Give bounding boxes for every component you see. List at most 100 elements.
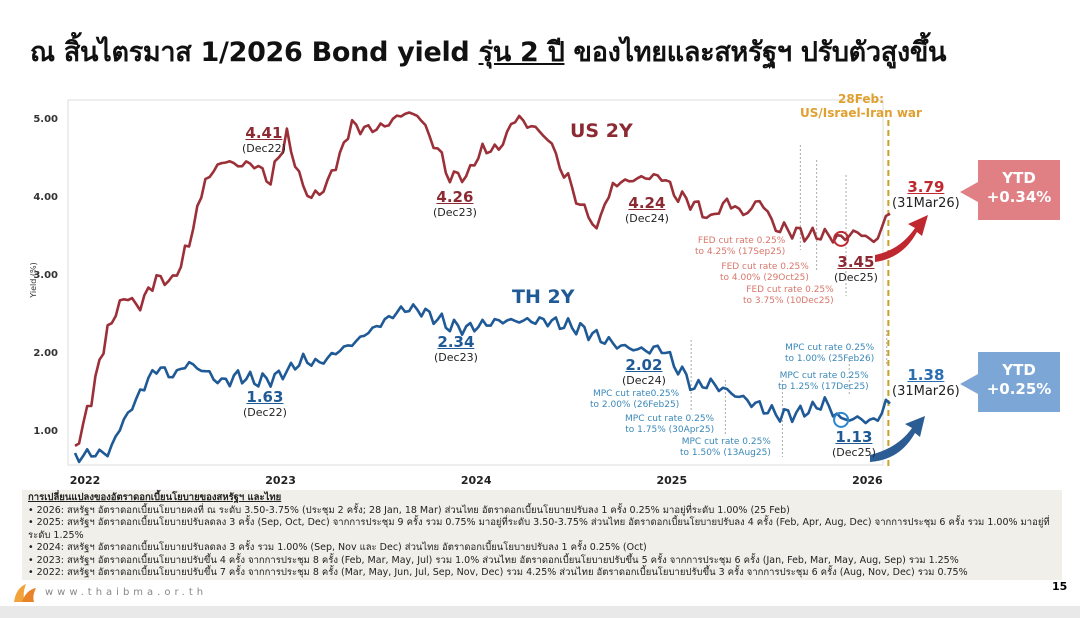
us-2y-line — [74, 111, 891, 448]
th-label-dec24: 2.02 (Dec24) — [622, 356, 666, 387]
mpc-note-feb26: MPC cut rate 0.25% to 1.00% (25Feb26) — [785, 343, 874, 365]
note-item: • 2026: สหรัฐฯ อัตราดอกเบี้ยนโยบายคงที่ … — [28, 504, 790, 516]
fed-note-oct25: FED cut rate 0.25% to 4.00% (29Oct25) — [720, 262, 809, 284]
fed-line: FED cut rate 0.25% — [697, 236, 786, 246]
x-tick-label: 2025 — [656, 474, 687, 487]
note-item: • 2023: สหรัฐฯ อัตราดอกเบี้ยนโยบายปรับขึ… — [28, 554, 959, 566]
date: (Dec25) — [834, 271, 878, 284]
ytd-label: YTD — [1002, 361, 1036, 379]
th-series-label: TH 2Y — [512, 286, 575, 308]
th-label-dec22: 1.63 (Dec22) — [243, 388, 287, 419]
ytd-us-callout-shape — [960, 160, 1060, 220]
mpc-note-dec25: MPC cut rate 0.25% to 1.25% (17Dec25) — [778, 371, 869, 393]
war-annotation: 28Feb: US/Israel-Iran war — [800, 92, 922, 120]
page-title: ณ สิ้นไตรมาส 1/2026 Bond yield รุ่น 2 ปี… — [30, 30, 946, 73]
policy-rate-notes: การเปลี่ยนแปลงของอัตราดอกเบี้ยนโยบายของส… — [22, 490, 1062, 580]
mpc-line: to 1.50% (13Aug25) — [680, 448, 771, 458]
note-item: • 2025: สหรัฐฯ อัตราดอกเบี้ยนโยบายปรับลด… — [28, 517, 1050, 541]
mpc-line: to 1.75% (30Apr25) — [625, 425, 715, 435]
fed-note-dec25: FED cut rate 0.25% to 3.75% (10Dec25) — [743, 285, 834, 307]
x-tick-label: 2023 — [265, 474, 296, 487]
mpc-line: MPC cut rate0.25% — [592, 389, 680, 399]
th-up-arrow-icon — [870, 416, 925, 462]
x-tick-label: 2022 — [70, 474, 101, 487]
plot-frame — [67, 99, 884, 466]
th-label-dec23: 2.34 (Dec23) — [434, 333, 478, 364]
ytd-label: YTD — [1002, 169, 1036, 187]
value: 4.24 — [628, 194, 666, 212]
y-tick-label: 1.00 — [33, 426, 58, 437]
fed-line: FED cut rate 0.25% — [746, 285, 834, 295]
mpc-line: to 1.00% (25Feb26) — [785, 354, 875, 364]
fed-line: to 3.75% (10Dec25) — [743, 296, 834, 306]
date: (Dec22) — [242, 142, 286, 155]
us-dec25-marker — [833, 230, 850, 247]
date: (Dec23) — [434, 351, 478, 364]
page-number: 15 — [1052, 580, 1068, 593]
date: (31Mar26) — [892, 196, 960, 211]
title-underlined: รุ่น 2 ปี — [478, 37, 565, 68]
y-tick-label: 2.00 — [33, 348, 58, 359]
us-label-dec24: 4.24 (Dec24) — [625, 194, 669, 225]
mpc-note-feb25: MPC cut rate0.25% to 2.00% (26Feb25) — [590, 389, 679, 411]
yield-chart: 1.00 2.00 3.00 4.00 5.00 Yield (%) 2022 2023 202… — [29, 99, 928, 487]
us-label-mar26: 3.79 (31Mar26) — [892, 178, 960, 211]
value: 4.41 — [245, 124, 283, 142]
th-2y-line — [73, 303, 891, 464]
y-tick-label: 4.00 — [33, 192, 58, 203]
value: 1.13 — [835, 428, 873, 446]
mpc-line: MPC cut rate 0.25% — [785, 343, 875, 353]
war-text: US/Israel-Iran war — [800, 106, 922, 120]
thaibma-logo-icon — [14, 584, 36, 602]
th-label-dec25: 1.13 (Dec25) — [832, 428, 876, 459]
mpc-line: to 2.00% (26Feb25) — [590, 400, 680, 410]
date: (Dec24) — [622, 374, 666, 387]
mpc-line: to 1.25% (17Dec25) — [778, 382, 869, 392]
us-label-dec25: 3.45 (Dec25) — [834, 253, 878, 284]
notes-heading: การเปลี่ยนแปลงของอัตราดอกเบี้ยนโยบายของส… — [28, 492, 282, 503]
mpc-line: MPC cut rate 0.25% — [681, 437, 771, 447]
value: 4.26 — [436, 188, 474, 206]
fed-line: to 4.00% (29Oct25) — [720, 273, 809, 283]
us-up-arrow-icon — [875, 215, 928, 262]
ytd-value: +0.25% — [986, 380, 1052, 398]
us-label-dec23: 4.26 (Dec23) — [433, 188, 477, 219]
date: (Dec25) — [832, 446, 876, 459]
note-item: • 2022: สหรัฐฯ อัตราดอกเบี้ยนโยบายปรับขึ… — [28, 567, 968, 578]
value: 1.38 — [907, 366, 945, 384]
x-tick-label: 2026 — [852, 474, 883, 487]
value: 3.45 — [837, 253, 875, 271]
title-text-suffix: ของไทยและสหรัฐฯ ปรับตัวสูงขึ้น — [564, 37, 947, 68]
title-text: ณ สิ้นไตรมาส 1/2026 Bond yield — [30, 37, 479, 68]
y-axis-label: Yield (%) — [29, 262, 38, 298]
ytd-value: +0.34% — [986, 188, 1052, 206]
date: (Dec22) — [243, 406, 287, 419]
value: 3.79 — [907, 178, 945, 196]
note-item: • 2024: สหรัฐฯ อัตราดอกเบี้ยนโยบายปรับลด… — [28, 542, 647, 553]
us-series-label: US 2Y — [570, 120, 633, 142]
mpc-line: MPC cut rate 0.25% — [779, 371, 869, 381]
value: 2.02 — [625, 356, 663, 374]
th-label-mar26: 1.38 (31Mar26) — [892, 366, 960, 399]
mpc-note-apr25: MPC cut rate 0.25% to 1.75% (30Apr25) — [625, 414, 714, 436]
ytd-us-badge: YTD +0.34% — [978, 163, 1060, 213]
date: (31Mar26) — [892, 384, 960, 399]
value: 1.63 — [246, 388, 284, 406]
ytd-th-badge: YTD +0.25% — [978, 355, 1060, 405]
value: 2.34 — [437, 333, 475, 351]
date: (Dec24) — [625, 212, 669, 225]
website-link[interactable]: www.thaibma.or.th — [45, 587, 208, 598]
fed-line: FED cut rate 0.25% — [721, 262, 809, 272]
us-label-dec22: 4.41 (Dec22) — [242, 124, 286, 155]
y-tick-label: 5.00 — [33, 114, 58, 125]
mpc-line: MPC cut rate 0.25% — [625, 414, 715, 424]
war-date: 28Feb: — [838, 92, 884, 106]
ytd-th-callout-shape — [960, 352, 1060, 412]
fed-line: to 4.25% (17Sep25) — [695, 247, 786, 257]
fed-note-sep25: FED cut rate 0.25% to 4.25% (17Sep25) — [695, 236, 785, 258]
y-tick-label: 3.00 — [33, 270, 58, 281]
th-dec25-marker — [833, 411, 850, 428]
x-tick-label: 2024 — [461, 474, 492, 487]
mpc-note-aug25: MPC cut rate 0.25% to 1.50% (13Aug25) — [680, 437, 771, 459]
